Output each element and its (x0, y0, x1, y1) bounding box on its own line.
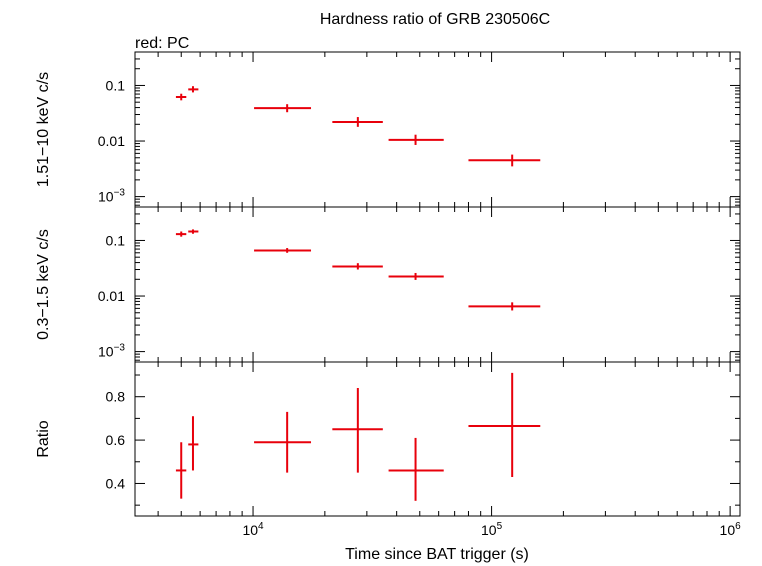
data-point (175, 231, 187, 237)
data-point (188, 86, 199, 93)
y-tick-label: 0.8 (106, 389, 126, 405)
data-point (332, 117, 383, 127)
y-tick-label: 0.6 (106, 432, 126, 448)
y-tick-label: 10−3 (98, 343, 125, 360)
data-point (188, 229, 199, 234)
y-tick-label: 0.1 (106, 77, 126, 93)
data-point (175, 93, 187, 101)
data-point (332, 263, 383, 270)
data-point (388, 134, 444, 145)
x-tick-label: 106 (720, 521, 742, 538)
chart-title: Hardness ratio of GRB 230506C (320, 11, 550, 28)
x-axis-label: Time since BAT trigger (s) (345, 546, 529, 563)
data-point (468, 302, 541, 311)
data-point (175, 442, 187, 499)
y-tick-label: 0.1 (106, 232, 126, 248)
chart-subtitle: red: PC (135, 35, 189, 52)
data-point (388, 437, 444, 501)
data-point (332, 388, 383, 473)
y-tick-label: 0.01 (98, 133, 125, 149)
data-point (188, 416, 199, 471)
data-point (254, 248, 312, 253)
y-axis-label: Ratio (35, 420, 52, 457)
y-tick-label: 0.01 (98, 288, 125, 304)
panel-frame (134, 51, 741, 208)
data-point (254, 104, 312, 113)
data-point (388, 272, 444, 280)
x-tick-label: 104 (242, 521, 264, 538)
data-point (254, 411, 312, 473)
y-tick-label: 10−3 (98, 188, 125, 205)
panel-frame (134, 361, 741, 517)
data-point (468, 154, 541, 167)
panel-frame (134, 206, 741, 363)
data-point (468, 372, 541, 477)
x-tick-label: 105 (481, 521, 503, 538)
y-axis-label: 0.3−1.5 keV c/s (35, 229, 52, 340)
panel-soft: 0.1 0.01 10−3 0.3−1.5 keV c/s (35, 206, 741, 363)
panel-hard: 0.1 0.01 10−3 1.51−10 keV c/s (35, 51, 741, 208)
y-axis-label: 1.51−10 keV c/s (35, 72, 52, 187)
chart-panels: 0.1 0.01 10−3 1.51−10 keV c/s 0.1 0.01 10−3 0.3… (35, 51, 742, 538)
y-tick-label: 0.4 (106, 475, 126, 491)
panel-ratio: 0.4 0.6 0.8 Ratio (35, 361, 741, 517)
